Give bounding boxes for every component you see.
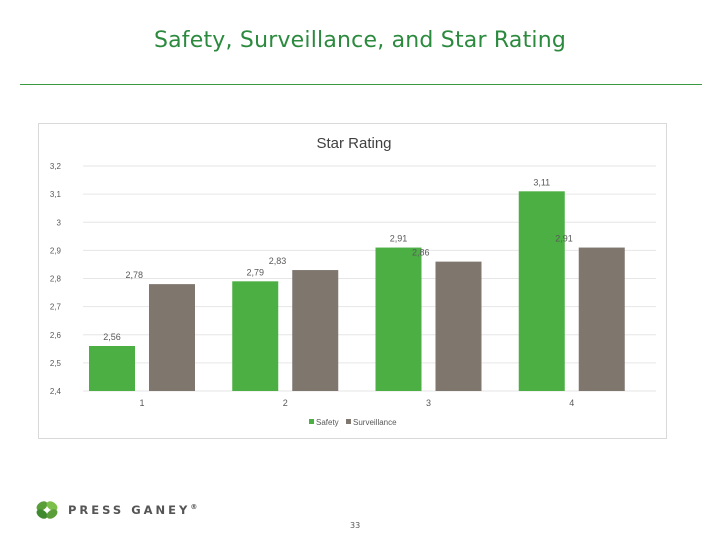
x-tick-label: 2	[283, 398, 288, 408]
data-labels: 2,56 2,78 2,79 2,83 2,91 2,86 3,11 2,91	[103, 177, 573, 342]
y-tick-label: 3	[57, 218, 62, 227]
legend: Safety Surveillance	[309, 418, 397, 427]
star-rating-chart: Star Rating 3,2 3,1 3 2,9 2,8 2,7 2,6 2,5 2,4 2,…	[50, 135, 656, 427]
legend-swatch-safety	[309, 419, 314, 424]
bar-surveillance-4	[578, 247, 625, 391]
slide-title: Safety, Surveillance, and Star Rating	[153, 28, 567, 53]
logo-trademark: ®	[190, 503, 198, 511]
y-tick-label: 3,1	[50, 190, 62, 199]
page-number: 33	[350, 521, 361, 530]
chart-title: Star Rating	[316, 135, 391, 152]
x-tick-label: 4	[569, 398, 574, 408]
data-label: 2,83	[269, 256, 287, 266]
data-label: 2,56	[103, 332, 121, 342]
logo-leaf-icon	[36, 501, 58, 519]
logo-wordmark: PRESS GANEY	[68, 503, 191, 517]
chart-container: Star Rating 3,2 3,1 3 2,9 2,8 2,7 2,6 2,5 2,4 2,…	[38, 123, 667, 439]
x-tick-label: 3	[426, 398, 431, 408]
bar-safety-4	[518, 191, 565, 391]
bar-surveillance-1	[149, 284, 195, 391]
bars	[89, 191, 625, 391]
y-tick-label: 2,6	[50, 331, 62, 340]
title-divider	[20, 84, 702, 85]
y-axis-ticks: 3,2 3,1 3 2,9 2,8 2,7 2,6 2,5 2,4	[50, 162, 62, 396]
legend-label-safety: Safety	[316, 418, 339, 427]
data-label: 2,78	[125, 270, 143, 280]
logo-text: PRESS GANEY®	[68, 503, 197, 517]
legend-swatch-surveillance	[346, 419, 351, 424]
bar-safety-3	[375, 247, 422, 391]
x-tick-label: 1	[139, 398, 144, 408]
data-label: 3,11	[533, 177, 550, 187]
y-tick-label: 2,5	[50, 359, 62, 368]
bar-surveillance-3	[435, 261, 482, 391]
y-tick-label: 2,7	[50, 303, 62, 312]
y-tick-label: 3,2	[50, 162, 62, 171]
y-tick-label: 2,9	[50, 246, 62, 255]
bar-safety-1	[89, 346, 135, 391]
y-tick-label: 2,8	[50, 275, 62, 284]
press-ganey-logo: PRESS GANEY®	[34, 498, 197, 522]
legend-label-surveillance: Surveillance	[353, 418, 397, 427]
y-tick-label: 2,4	[50, 387, 62, 396]
data-label: 2,91	[555, 234, 573, 244]
bar-safety-2	[232, 281, 279, 391]
data-label: 2,86	[412, 248, 430, 258]
data-label: 2,91	[390, 234, 408, 244]
bar-surveillance-2	[292, 270, 339, 391]
x-axis-ticks: 1 2 3 4	[139, 398, 574, 408]
data-label: 2,79	[246, 267, 264, 277]
